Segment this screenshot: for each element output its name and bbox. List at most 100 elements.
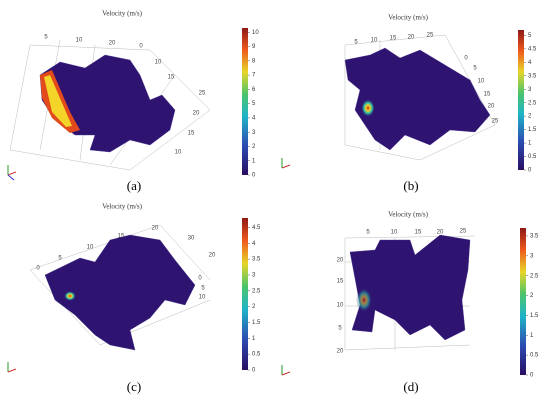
axis-tick-label: 5 [201, 286, 205, 292]
colorbar-tick-label: 3.5 [252, 257, 261, 263]
caption: (c) [127, 379, 141, 394]
axis-tick-label: 20 [488, 104, 495, 110]
axis-tick-label: 5 [44, 35, 48, 41]
colorbar-tick-label: 6 [252, 87, 256, 93]
colorbar-tick-label: 1.5 [528, 127, 537, 133]
panel-c-plot [29, 218, 248, 370]
colorbar-tick-label: 3 [530, 253, 534, 259]
colorbar-tick-label: 5 [252, 101, 256, 107]
colorbar-tick-label: 10 [252, 30, 259, 36]
axis-tick-label: 0 [198, 276, 202, 282]
colorbar-tick-label: 3 [252, 273, 256, 279]
colorbar-tick-label: 9 [252, 44, 256, 50]
caption: (d) [403, 379, 418, 394]
axis-tick-label: 10 [76, 38, 83, 44]
colorbar-tick-label: 1 [530, 333, 534, 339]
axis-tick-label: 10 [478, 79, 485, 85]
axis-tick-label: 20 [337, 258, 344, 264]
axis-tick-label: 0 [139, 44, 143, 50]
plot-title: Velocity (m/s) [102, 203, 143, 211]
axis-tick-label: 10 [371, 38, 378, 44]
axis-tick-label: 15 [484, 92, 491, 98]
axis-tick-label: 5 [473, 66, 477, 72]
axis-tick-label: 25 [427, 33, 434, 39]
colorbar-tick-label: 4 [528, 60, 532, 66]
colorbar-tick-label: 4 [252, 241, 256, 247]
axis-tick-label: 15 [168, 75, 175, 81]
axis-tick-label: 10 [175, 150, 182, 156]
colorbar-tick-label: 2 [252, 144, 256, 150]
colorbar-tick-label: 2.5 [252, 288, 261, 294]
hotspot [44, 75, 72, 127]
hotspot [356, 288, 372, 312]
colorbar-tick-label: 1.5 [252, 320, 261, 326]
colorbar-tick-label: 4.5 [528, 46, 537, 52]
axis-triads [7, 158, 291, 376]
surface [44, 234, 196, 351]
panel-d-plot [344, 228, 526, 375]
axis-tick-label: 15 [188, 131, 195, 137]
axis-tick-label: 30 [188, 236, 195, 242]
axis-tick-label: 15 [118, 234, 125, 240]
axis-tick-label: 0 [36, 266, 40, 272]
axis-tick-label: 5 [58, 256, 62, 262]
axis-tick-label: 20 [193, 111, 200, 117]
axis-tick-label: 5 [354, 40, 358, 46]
colorbar [518, 30, 524, 170]
colorbar-tick-label: 0.5 [252, 352, 261, 358]
axis-tick-label: 20 [209, 253, 216, 259]
colorbar-tick-label: 0.5 [528, 154, 537, 160]
axis-tick-label: 10 [199, 295, 206, 301]
colorbar-tick-label: 1 [528, 141, 532, 147]
caption: (a) [127, 178, 141, 193]
colorbar-tick-label: 3.5 [528, 73, 537, 79]
plot-title: Velocity (m/s) [102, 10, 143, 18]
colorbar-tick-label: 2.5 [528, 100, 537, 106]
axis-tick-label: 15 [415, 230, 422, 236]
colorbar-tick-label: 2 [530, 293, 534, 299]
axis-tick-label: 20 [109, 41, 116, 47]
plot-title: Velocity (m/s) [388, 211, 429, 219]
colorbar-tick-label: 0 [252, 368, 256, 374]
colorbar-tick-label: 0.5 [530, 353, 539, 359]
axis-tick-label: 10 [391, 230, 398, 236]
colorbar-tick-label: 3 [252, 130, 256, 136]
colorbar [520, 228, 526, 375]
axis-tick-label: 20 [337, 349, 344, 355]
colorbar-tick-label: 3 [528, 87, 532, 93]
colorbar [242, 28, 248, 175]
axis-tick-label: 15 [390, 36, 397, 42]
colorbar-tick-label: 7 [252, 73, 256, 79]
hotspot [361, 99, 375, 117]
surface [349, 234, 471, 341]
panel-a-plot [9, 28, 248, 175]
hotspot [64, 291, 76, 301]
axis-tick-label: 25 [199, 91, 206, 97]
axis-tick-label: 20 [408, 35, 415, 41]
axis-tick-label: 20 [152, 226, 159, 232]
axis-tick-label: 15 [337, 279, 344, 285]
axis-tick-label: 20 [437, 230, 444, 236]
colorbar-tick-label: 2 [528, 114, 532, 120]
plot-title: Velocity (m/s) [388, 14, 429, 22]
axis-tick-label: 0 [464, 56, 468, 62]
panel-b-plot [344, 30, 524, 170]
surface [344, 47, 491, 151]
axis-tick-label: 10 [87, 245, 94, 251]
colorbar [242, 218, 248, 370]
colorbar-tick-label: 4.5 [252, 225, 261, 231]
axis-tick-label: 25 [460, 229, 467, 235]
colorbar-tick-label: 1.5 [530, 313, 539, 319]
colorbar-tick-label: 2 [252, 304, 256, 310]
colorbar-tick-label: 2.5 [530, 273, 539, 279]
colorbar-tick-label: 3.5 [530, 234, 539, 240]
colorbar-tick-label: 1 [252, 336, 256, 342]
colorbar-tick-label: 0 [528, 168, 532, 174]
colorbar-tick-label: 4 [252, 115, 256, 121]
axis-tick-label: 10 [155, 60, 162, 66]
colorbar-tick-label: 0 [530, 373, 534, 379]
axis-tick-label: 25 [492, 119, 499, 125]
axis-tick-label: 10 [337, 303, 344, 309]
caption: (b) [403, 178, 418, 193]
